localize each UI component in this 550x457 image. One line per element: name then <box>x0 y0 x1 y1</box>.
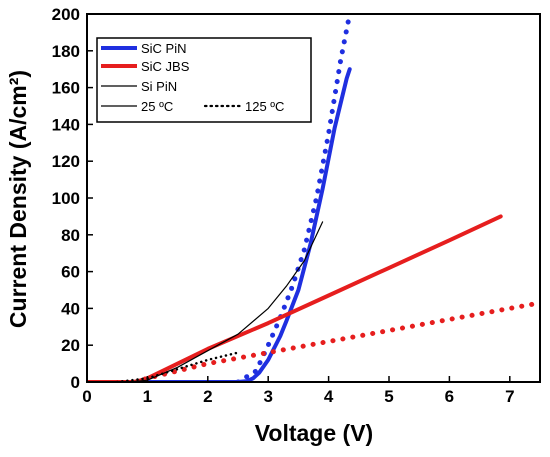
y-tick-label: 40 <box>61 299 80 318</box>
series-line-si-pin-25c <box>87 221 324 382</box>
y-tick-label: 60 <box>61 263 80 282</box>
y-tick-label: 0 <box>71 373 80 392</box>
x-tick-label: 6 <box>445 387 454 406</box>
y-tick-label: 100 <box>52 189 80 208</box>
series-line-sic-jbs-125c <box>132 300 540 382</box>
x-tick-label: 4 <box>324 387 334 406</box>
series-line-sic-pin-25c <box>87 67 352 382</box>
x-axis-title: Voltage (V) <box>255 420 373 446</box>
series-layer <box>87 14 540 382</box>
y-tick-label: 140 <box>52 115 80 134</box>
y-tick-label: 200 <box>52 5 80 24</box>
series-line-sic-pin-125c <box>235 14 353 382</box>
legend-label-25c: 25 ºC <box>141 99 173 114</box>
y-tick-label: 20 <box>61 336 80 355</box>
x-tick-label: 0 <box>82 387 91 406</box>
y-tick-label: 160 <box>52 79 80 98</box>
legend-box <box>96 37 312 123</box>
legend-label-125c: 125 ºC <box>245 99 284 114</box>
ticks-layer: 0 1 2 3 4 5 6 7 0 20 40 60 80 100 120 140 160 180 200 <box>52 5 515 406</box>
y-tick-label: 180 <box>52 42 80 61</box>
legend-label-sic-jbs: SiC JBS <box>141 59 190 74</box>
x-tick-label: 3 <box>263 387 272 406</box>
y-axis-title: Current Density (A/cm²) <box>5 70 31 328</box>
y-tick-label: 120 <box>52 152 80 171</box>
legend-label-sic-pin: SiC PiN <box>141 41 187 56</box>
x-tick-label: 1 <box>143 387 152 406</box>
series-line-si-pin-125c <box>115 351 240 382</box>
legend: SiC PiN SiC JBS Si PiN 25 ºC 125 ºC <box>96 37 312 123</box>
y-tick-label: 80 <box>61 226 80 245</box>
x-tick-label: 7 <box>505 387 514 406</box>
legend-label-si-pin: Si PiN <box>141 79 177 94</box>
x-tick-label: 2 <box>203 387 212 406</box>
x-tick-label: 5 <box>384 387 393 406</box>
